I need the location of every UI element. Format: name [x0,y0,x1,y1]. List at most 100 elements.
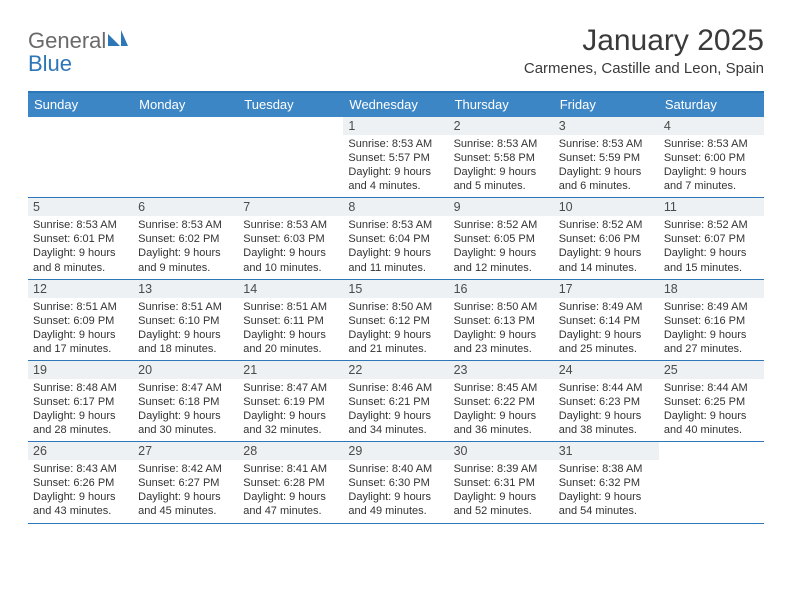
detail-line: Sunset: 6:31 PM [454,476,549,490]
detail-line: and 36 minutes. [454,423,549,437]
day-header-row: SundayMondayTuesdayWednesdayThursdayFrid… [28,93,764,117]
day-number: 17 [554,280,659,298]
detail-line: Sunset: 6:03 PM [243,232,338,246]
day-detail: Sunrise: 8:40 AMSunset: 6:30 PMDaylight:… [348,462,443,518]
logo-word-2: Blue [28,51,72,76]
detail-line: Sunset: 6:07 PM [664,232,759,246]
day-number: 30 [449,442,554,460]
day-detail: Sunrise: 8:50 AMSunset: 6:12 PMDaylight:… [348,300,443,356]
day-number: 18 [659,280,764,298]
day-number: 24 [554,361,659,379]
day-number: 14 [238,280,343,298]
detail-line: and 27 minutes. [664,342,759,356]
day-detail: Sunrise: 8:52 AMSunset: 6:06 PMDaylight:… [559,218,654,274]
day-cell: 20Sunrise: 8:47 AMSunset: 6:18 PMDayligh… [133,361,238,441]
detail-line: Sunset: 6:09 PM [33,314,128,328]
day-number: 12 [28,280,133,298]
detail-line: Sunset: 6:28 PM [243,476,338,490]
day-number: 13 [133,280,238,298]
detail-line: Sunset: 6:16 PM [664,314,759,328]
detail-line: Sunset: 6:23 PM [559,395,654,409]
detail-line: Daylight: 9 hours [243,328,338,342]
detail-line: Daylight: 9 hours [138,328,233,342]
day-detail: Sunrise: 8:42 AMSunset: 6:27 PMDaylight:… [138,462,233,518]
detail-line: and 15 minutes. [664,261,759,275]
detail-line: and 9 minutes. [138,261,233,275]
day-number: 11 [659,198,764,216]
day-cell: 22Sunrise: 8:46 AMSunset: 6:21 PMDayligh… [343,361,448,441]
detail-line: Sunrise: 8:53 AM [454,137,549,151]
detail-line: and 4 minutes. [348,179,443,193]
detail-line: Sunset: 6:10 PM [138,314,233,328]
detail-line: Sunset: 6:25 PM [664,395,759,409]
day-number: 21 [238,361,343,379]
day-number: 31 [554,442,659,460]
detail-line: Sunset: 6:14 PM [559,314,654,328]
detail-line: and 32 minutes. [243,423,338,437]
day-detail: Sunrise: 8:49 AMSunset: 6:14 PMDaylight:… [559,300,654,356]
detail-line: Sunrise: 8:53 AM [348,218,443,232]
detail-line: Sunrise: 8:44 AM [664,381,759,395]
day-cell: 14Sunrise: 8:51 AMSunset: 6:11 PMDayligh… [238,280,343,360]
day-number: 27 [133,442,238,460]
detail-line: Sunrise: 8:49 AM [664,300,759,314]
detail-line: Sunrise: 8:50 AM [454,300,549,314]
day-cell [28,117,133,197]
day-cell: 28Sunrise: 8:41 AMSunset: 6:28 PMDayligh… [238,442,343,522]
day-cell: 29Sunrise: 8:40 AMSunset: 6:30 PMDayligh… [343,442,448,522]
day-cell: 3 Sunrise: 8:53 AMSunset: 5:59 PMDaylight… [554,117,659,197]
detail-line: Sunset: 6:13 PM [454,314,549,328]
day-detail: Sunrise: 8:51 AMSunset: 6:09 PMDaylight:… [33,300,128,356]
detail-line: Sunset: 6:11 PM [243,314,338,328]
day-number: 3 [554,117,659,135]
week-row: 5Sunrise: 8:53 AMSunset: 6:01 PMDaylight… [28,198,764,279]
detail-line: Sunrise: 8:38 AM [559,462,654,476]
detail-line: and 21 minutes. [348,342,443,356]
detail-line: Daylight: 9 hours [559,409,654,423]
day-header-cell: Saturday [659,93,764,117]
day-cell: 17 Sunrise: 8:49 AMSunset: 6:14 PMDayligh… [554,280,659,360]
week-row: 1Sunrise: 8:53 AMSunset: 5:57 PMDaylight… [28,117,764,198]
detail-line: and 52 minutes. [454,504,549,518]
day-cell: 11Sunrise: 8:52 AMSunset: 6:07 PMDayligh… [659,198,764,278]
day-number: 2 [449,117,554,135]
day-cell [238,117,343,197]
day-cell: 19Sunrise: 8:48 AMSunset: 6:17 PMDayligh… [28,361,133,441]
day-detail: Sunrise: 8:43 AMSunset: 6:26 PMDaylight:… [33,462,128,518]
day-number: 23 [449,361,554,379]
day-detail: Sunrise: 8:53 AMSunset: 5:57 PMDaylight:… [348,137,443,193]
month-title: January 2025 [524,24,764,58]
detail-line: Sunrise: 8:53 AM [348,137,443,151]
day-header-cell: Monday [133,93,238,117]
day-number: 16 [449,280,554,298]
day-detail: Sunrise: 8:53 AMSunset: 6:01 PMDaylight:… [33,218,128,274]
detail-line: Daylight: 9 hours [559,490,654,504]
day-header-cell: Sunday [28,93,133,117]
day-detail: Sunrise: 8:44 AMSunset: 6:23 PMDaylight:… [559,381,654,437]
detail-line: Sunset: 6:05 PM [454,232,549,246]
detail-line: and 5 minutes. [454,179,549,193]
detail-line: and 17 minutes. [33,342,128,356]
detail-line: Daylight: 9 hours [454,490,549,504]
day-detail: Sunrise: 8:51 AMSunset: 6:10 PMDaylight:… [138,300,233,356]
day-cell: 5Sunrise: 8:53 AMSunset: 6:01 PMDaylight… [28,198,133,278]
day-detail: Sunrise: 8:53 AMSunset: 6:04 PMDaylight:… [348,218,443,274]
day-cell: 12 Sunrise: 8:51 AMSunset: 6:09 PMDayligh… [28,280,133,360]
detail-line: Daylight: 9 hours [138,490,233,504]
day-cell: 26Sunrise: 8:43 AMSunset: 6:26 PMDayligh… [28,442,133,522]
detail-line: Daylight: 9 hours [454,409,549,423]
day-detail: Sunrise: 8:38 AMSunset: 6:32 PMDaylight:… [559,462,654,518]
day-detail: Sunrise: 8:50 AMSunset: 6:13 PMDaylight:… [454,300,549,356]
detail-line: Sunrise: 8:41 AM [243,462,338,476]
detail-line: Sunset: 6:17 PM [33,395,128,409]
day-detail: Sunrise: 8:53 AMSunset: 5:59 PMDaylight:… [559,137,654,193]
day-header-cell: Wednesday [343,93,448,117]
detail-line: Sunset: 6:00 PM [664,151,759,165]
detail-line: Sunset: 5:57 PM [348,151,443,165]
day-detail: Sunrise: 8:41 AMSunset: 6:28 PMDaylight:… [243,462,338,518]
detail-line: and 18 minutes. [138,342,233,356]
day-detail: Sunrise: 8:39 AMSunset: 6:31 PMDaylight:… [454,462,549,518]
detail-line: Daylight: 9 hours [348,165,443,179]
detail-line: Sunset: 6:12 PM [348,314,443,328]
detail-line: Sunrise: 8:47 AM [138,381,233,395]
